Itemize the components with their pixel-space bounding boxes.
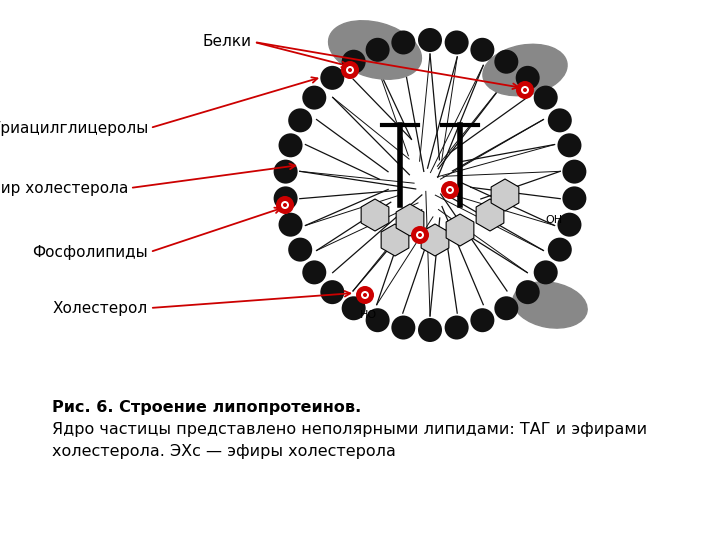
- Circle shape: [356, 286, 374, 304]
- Circle shape: [320, 66, 344, 90]
- Circle shape: [346, 66, 354, 74]
- Text: Холестерол: Холестерол: [53, 300, 148, 315]
- Circle shape: [418, 233, 422, 237]
- Circle shape: [534, 260, 558, 285]
- Text: Эфир холестерола: Эфир холестерола: [0, 180, 128, 195]
- Circle shape: [416, 231, 424, 239]
- Ellipse shape: [483, 44, 567, 96]
- Circle shape: [411, 226, 429, 244]
- Circle shape: [445, 30, 469, 55]
- Circle shape: [470, 308, 495, 332]
- Circle shape: [361, 291, 369, 299]
- Circle shape: [279, 213, 302, 237]
- Circle shape: [562, 186, 586, 211]
- Circle shape: [320, 280, 344, 304]
- Ellipse shape: [328, 21, 421, 79]
- Circle shape: [418, 28, 442, 52]
- Circle shape: [445, 315, 469, 340]
- Text: Белки: Белки: [203, 35, 252, 50]
- Circle shape: [366, 308, 390, 332]
- Circle shape: [516, 280, 540, 304]
- Circle shape: [446, 186, 454, 194]
- Text: HO: HO: [360, 310, 377, 320]
- Circle shape: [302, 86, 326, 110]
- Circle shape: [392, 315, 415, 340]
- Text: холестерола. ЭХс — эфиры холестерола: холестерола. ЭХс — эфиры холестерола: [52, 444, 396, 459]
- Circle shape: [392, 30, 415, 55]
- Circle shape: [495, 296, 518, 320]
- Circle shape: [495, 50, 518, 74]
- Circle shape: [342, 296, 366, 320]
- Circle shape: [283, 203, 287, 207]
- Circle shape: [548, 109, 572, 132]
- Circle shape: [548, 238, 572, 262]
- Circle shape: [279, 133, 302, 157]
- Circle shape: [523, 88, 527, 92]
- Circle shape: [448, 188, 452, 192]
- Circle shape: [274, 160, 297, 184]
- Circle shape: [418, 318, 442, 342]
- Circle shape: [274, 186, 297, 211]
- Text: Рис. 6. Строение липопротеинов.: Рис. 6. Строение липопротеинов.: [52, 400, 361, 415]
- Circle shape: [288, 238, 312, 262]
- Circle shape: [366, 38, 390, 62]
- Circle shape: [342, 50, 366, 74]
- Circle shape: [557, 133, 582, 157]
- Circle shape: [288, 109, 312, 132]
- Circle shape: [341, 61, 359, 79]
- Circle shape: [363, 293, 367, 297]
- Text: Ядро частицы представлено неполярными липидами: ТАГ и эфирами: Ядро частицы представлено неполярными ли…: [52, 422, 647, 437]
- Circle shape: [534, 86, 558, 110]
- Circle shape: [276, 196, 294, 214]
- Circle shape: [441, 181, 459, 199]
- Text: OH: OH: [545, 215, 562, 225]
- Circle shape: [521, 86, 529, 94]
- Text: Фосфолипиды: Фосфолипиды: [32, 245, 148, 260]
- Circle shape: [516, 81, 534, 99]
- Ellipse shape: [513, 282, 587, 328]
- Circle shape: [279, 34, 581, 336]
- Circle shape: [470, 38, 495, 62]
- Text: Триацилглицеролы: Триацилглицеролы: [0, 120, 148, 136]
- Circle shape: [281, 201, 289, 209]
- Circle shape: [562, 160, 586, 184]
- Circle shape: [302, 260, 326, 285]
- Circle shape: [348, 68, 352, 72]
- Circle shape: [557, 213, 582, 237]
- Circle shape: [516, 66, 540, 90]
